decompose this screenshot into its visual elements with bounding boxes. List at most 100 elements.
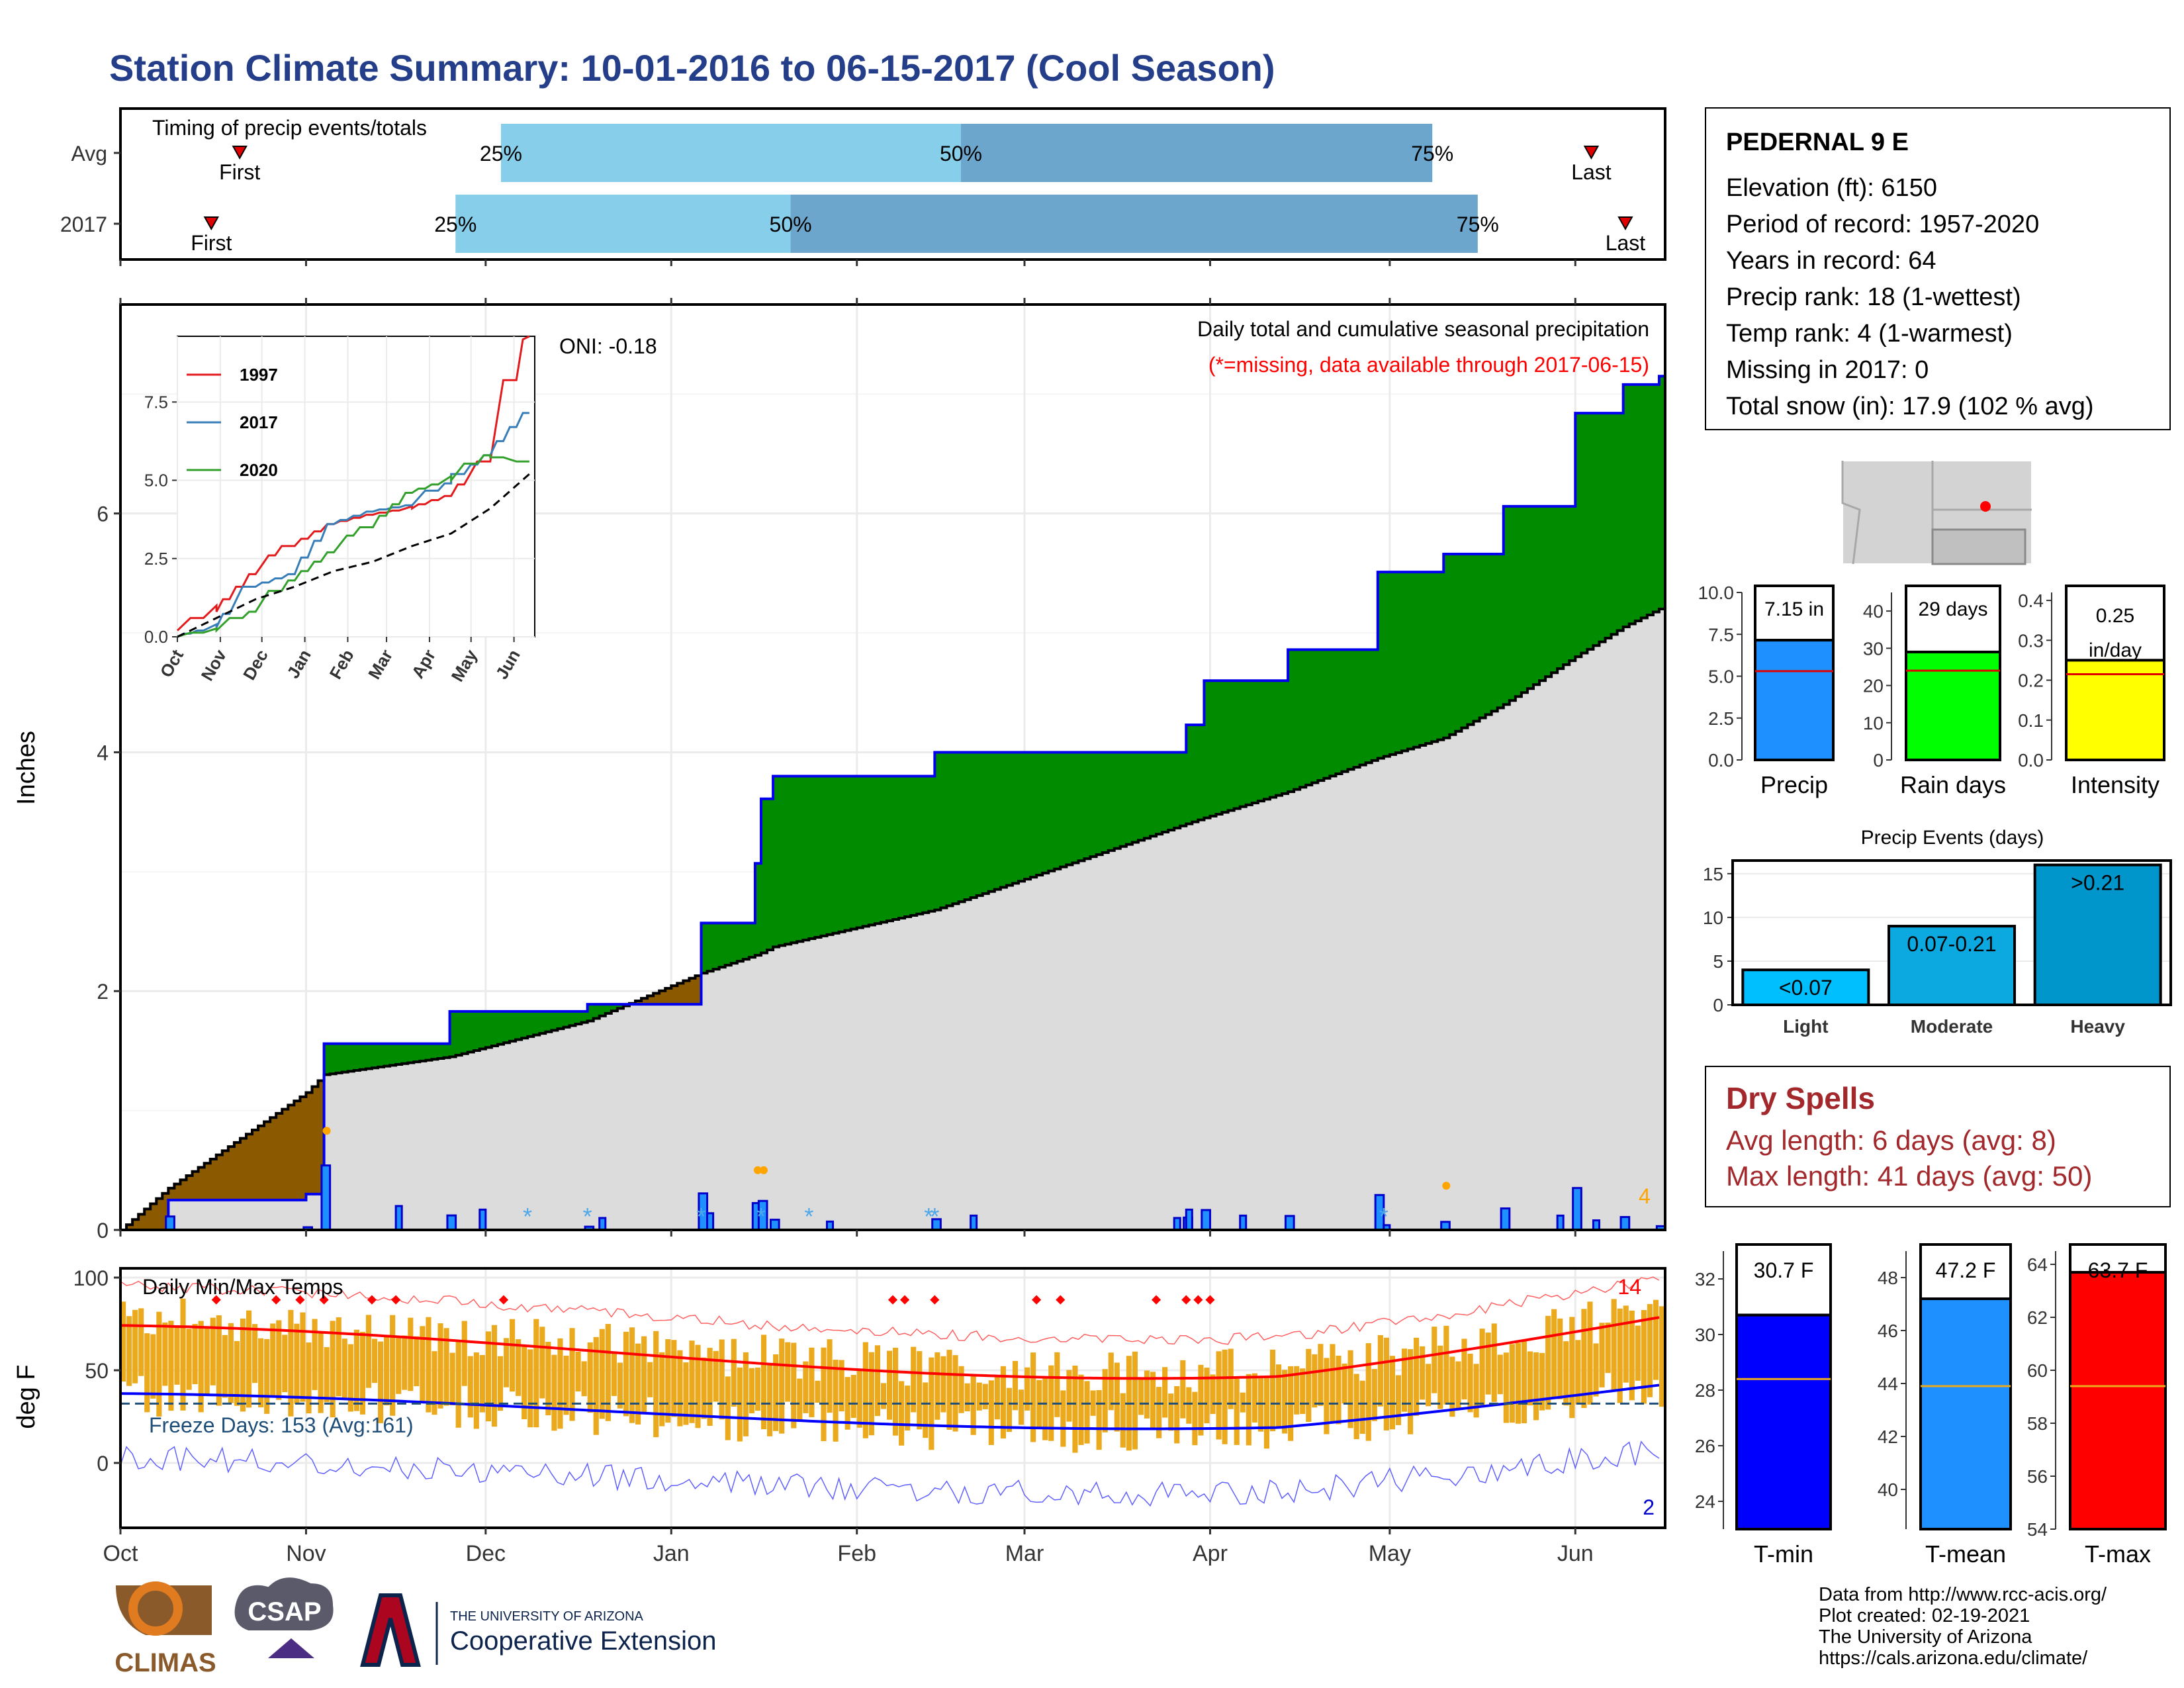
timing-first-label: First (191, 231, 232, 255)
temp-daily-bar (1432, 1327, 1437, 1393)
tmax-summary-ytick-label: 54 (2027, 1519, 2048, 1540)
precip-highlight-dot (759, 1166, 768, 1174)
credit-source: Data from http://www.rcc-acis.org/ (1819, 1584, 2107, 1605)
cold-days-count: 2 (1643, 1495, 1655, 1519)
temp-daily-bar (557, 1338, 563, 1429)
inset-line-2020 (177, 454, 529, 638)
temp-daily-bar (264, 1338, 270, 1414)
temp-daily-bar (1611, 1299, 1617, 1391)
temp-daily-bar (1269, 1349, 1276, 1432)
temp-daily-bar (599, 1329, 605, 1419)
temp-daily-bar (1294, 1366, 1300, 1415)
precip-daily-bar (1556, 1214, 1565, 1231)
temp-daily-bar (623, 1331, 629, 1417)
temp-daily-bar (593, 1336, 599, 1435)
temp-daily-bar (929, 1357, 934, 1450)
temp-daily-bar (1497, 1354, 1503, 1395)
temp-daily-bar (1318, 1344, 1324, 1406)
month-label: Apr (1193, 1541, 1228, 1566)
timing-label: Timing of precip events/totals (152, 116, 427, 140)
timing-last-marker (1617, 216, 1633, 231)
temp-daily-bar (1617, 1308, 1623, 1403)
temp-daily-bar (414, 1336, 420, 1387)
temp-daily-bar (162, 1322, 168, 1386)
credit-org: The University of Arizona (1819, 1626, 2032, 1648)
temp-daily-bar (1090, 1390, 1096, 1416)
precip-missing-note: (*=missing, data available through 2017-… (1208, 353, 1649, 377)
temp-daily-bar (641, 1336, 647, 1413)
snow-marker: * (583, 1203, 592, 1230)
tmean-summary-ytick-label: 44 (1878, 1374, 1898, 1394)
precip-daily-bar (706, 1212, 715, 1231)
temp-record-high-marker (1181, 1295, 1191, 1305)
inset-legend-label: 1997 (240, 365, 278, 385)
precip-daily-bar (1619, 1216, 1631, 1231)
temp-daily-bar (1605, 1322, 1611, 1374)
temp-panel-frame (119, 1267, 1666, 1529)
precip-daily-bar (598, 1217, 607, 1231)
precip-daily-bar (1173, 1217, 1181, 1231)
precip-ytick-label: 6 (97, 502, 109, 526)
temp-daily-bar (635, 1343, 641, 1425)
temp-daily-bar (844, 1377, 850, 1430)
temp-daily-bar (1533, 1352, 1539, 1421)
temp-daily-bar (1467, 1353, 1473, 1413)
temp-daily-bar (1342, 1363, 1347, 1404)
temp-daily-bar (754, 1367, 761, 1411)
temp-daily-bar (917, 1351, 923, 1430)
temp-daily-bar (1000, 1366, 1006, 1439)
temp-daily-bar (132, 1309, 138, 1383)
temp-daily-bar (695, 1344, 701, 1429)
inset-line-2017 (177, 412, 529, 638)
timing-p25-label: 25% (434, 212, 477, 236)
temp-daily-bar (958, 1366, 964, 1413)
temp-daily-bar (1503, 1352, 1509, 1423)
precip-avg-line (120, 607, 1665, 1231)
temp-daily-bar (402, 1335, 408, 1390)
temp-daily-bar (390, 1315, 396, 1416)
tmean-summary-ytick-label: 40 (1878, 1479, 1898, 1500)
temp-record-high-marker (1205, 1295, 1215, 1305)
temp-daily-bar (677, 1350, 683, 1427)
timing-bar-50-75 (790, 195, 1478, 253)
temp-daily-bar (1455, 1361, 1461, 1410)
events-ytick-label: 0 (1713, 995, 1723, 1015)
temp-daily-bar (1551, 1309, 1557, 1399)
temp-daily-bar (485, 1331, 491, 1422)
temp-record-high-marker (295, 1295, 305, 1305)
dry-spells-box: Dry Spells Avg length: 6 days (avg: 8) M… (1705, 1066, 2171, 1207)
station-precip-rank: Precip rank: 18 (1-wettest) (1726, 283, 2021, 311)
temp-daily-bar (1581, 1309, 1587, 1408)
temp-record-high-marker (271, 1295, 281, 1305)
inset-frame (177, 336, 535, 637)
temp-daily-bar (982, 1383, 988, 1409)
temp-daily-bar (1108, 1352, 1114, 1411)
timing-bar-25-50 (500, 124, 961, 182)
month-label: Nov (286, 1541, 326, 1566)
temp-daily-bar (437, 1323, 443, 1409)
temp-daily-bar (731, 1338, 737, 1407)
temp-daily-bar (378, 1341, 384, 1423)
temp-daily-bar (647, 1362, 653, 1397)
temp-daily-bar (318, 1331, 324, 1413)
timing-p50-label: 50% (940, 142, 982, 165)
temp-daily-bar (1395, 1375, 1402, 1425)
temp-daily-bar (767, 1364, 773, 1436)
temp-daily-bar (258, 1338, 264, 1408)
temp-daily-bar (539, 1327, 545, 1399)
intensity-summary-ytick-label: 0.4 (2018, 590, 2044, 611)
temp-daily-bar (719, 1339, 725, 1420)
temp-daily-bar (1509, 1344, 1515, 1423)
precip-daily-bar (478, 1208, 487, 1231)
temp-daily-bar (282, 1335, 288, 1393)
temp-daily-bar (1192, 1391, 1198, 1446)
temp-daily-bar (234, 1340, 240, 1406)
temp-daily-bar (850, 1375, 856, 1418)
timing-last-label: Last (1606, 231, 1646, 255)
temp-daily-bar (749, 1368, 755, 1413)
temp-daily-bar (1180, 1360, 1186, 1419)
temp-daily-bar (228, 1323, 234, 1403)
temp-daily-bar (1359, 1380, 1365, 1434)
temp-daily-bar (324, 1347, 330, 1403)
